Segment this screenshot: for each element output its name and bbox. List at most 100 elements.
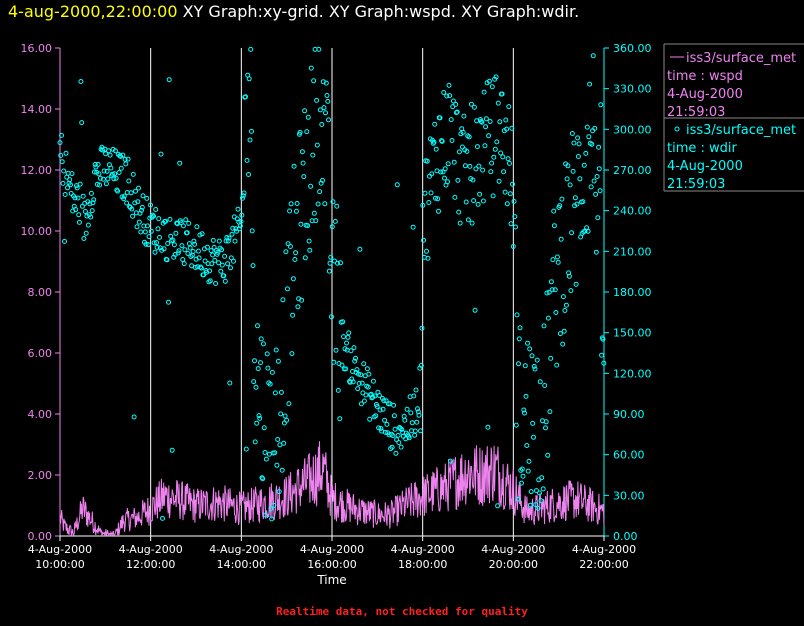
wdir-point	[482, 143, 488, 149]
wdir-point	[305, 114, 311, 120]
wdir-point	[136, 219, 142, 225]
wdir-point	[598, 102, 604, 108]
wdir-point	[289, 351, 295, 357]
wdir-point	[80, 193, 86, 199]
wdir-point	[416, 412, 422, 418]
wdir-point	[59, 159, 65, 165]
wdir-point	[399, 426, 405, 432]
wdir-point	[396, 440, 402, 445]
wdir-point	[332, 218, 338, 224]
wdir-point	[545, 452, 551, 458]
wdir-point	[418, 362, 424, 368]
wdir-point	[216, 238, 222, 244]
wdir-point	[108, 165, 114, 171]
wdir-point	[201, 272, 207, 278]
wdir-point	[272, 450, 278, 456]
wdir-point	[358, 401, 364, 407]
wdir-point	[280, 297, 286, 303]
x-tick-time: 20:00:00	[489, 558, 538, 571]
wdir-point	[463, 199, 469, 205]
wdir-point	[447, 93, 453, 99]
wdir-point	[61, 168, 67, 174]
wdir-point	[553, 310, 559, 315]
wdir-point	[531, 363, 537, 369]
wdir-point	[238, 219, 244, 224]
wdir-point	[92, 161, 98, 167]
wdir-point	[306, 238, 312, 244]
left-tick-label: 10.00	[21, 225, 53, 238]
wdir-point	[592, 125, 598, 131]
wdir-point	[95, 161, 101, 167]
wdir-point	[244, 157, 250, 163]
wdir-point	[456, 149, 462, 155]
wdir-point	[249, 228, 255, 234]
wdir-point	[125, 156, 131, 162]
wdir-point	[426, 200, 432, 205]
wdir-point	[183, 217, 189, 223]
wdir-point	[134, 224, 140, 230]
wdir-point	[57, 140, 63, 146]
wdir-point	[157, 234, 162, 240]
wdir-point	[596, 166, 602, 172]
wdir-point	[161, 246, 167, 252]
quality-note: Realtime data, not checked for quality	[276, 605, 528, 618]
wdir-point	[106, 148, 112, 154]
wdir-point	[301, 174, 307, 180]
wdir-point	[249, 128, 254, 134]
wdir-point	[269, 516, 275, 522]
wdir-point	[60, 180, 66, 186]
wdir-point	[380, 406, 386, 412]
wdir-point	[460, 129, 466, 135]
wdir-point	[432, 121, 438, 127]
wdir-point	[311, 210, 317, 216]
wdir-point	[138, 229, 144, 235]
wdir-point	[213, 281, 219, 286]
wdir-point	[300, 160, 306, 166]
wdir-point	[585, 228, 591, 234]
wdir-point	[144, 195, 150, 201]
wdir-point	[576, 141, 582, 147]
wdir-point	[378, 425, 384, 431]
wdir-point	[174, 220, 180, 226]
wdir-point	[263, 456, 269, 462]
wdir-point	[560, 341, 566, 347]
wdir-point	[516, 361, 521, 367]
wdir-point	[429, 171, 435, 177]
wdir-point	[175, 250, 181, 256]
wdir-point	[335, 260, 340, 266]
axes-layer: 0.00 2.00 4.00 6.00 8.00 10.00 12.00 14.00 16.00…	[21, 42, 652, 587]
wdir-point	[477, 191, 483, 197]
wdir-point	[284, 286, 290, 292]
wdir-point	[250, 263, 256, 269]
wdir-point	[444, 93, 450, 99]
wdir-point	[117, 153, 123, 159]
right-tick-label: 330.00	[613, 83, 652, 96]
wdir-point	[76, 212, 82, 218]
wdir-point	[546, 289, 552, 295]
wdir-point	[256, 413, 262, 419]
wdir-point	[124, 200, 130, 206]
wdir-point	[315, 201, 321, 207]
wdir-point	[504, 201, 510, 207]
wdir-point	[376, 393, 382, 398]
wdir-point	[531, 434, 536, 440]
wdir-point	[391, 413, 397, 419]
wdir-point	[595, 215, 601, 221]
wdir-point	[310, 152, 316, 158]
wdir-point	[419, 325, 425, 331]
wdir-point	[226, 235, 232, 241]
header-bar: 4-aug-2000,22:00:00 XY Graph:xy-grid. XY…	[8, 2, 579, 21]
wdir-point	[534, 488, 539, 494]
wdir-point	[394, 182, 400, 188]
wdir-point	[525, 468, 531, 474]
wdir-point	[62, 238, 67, 244]
wdir-point	[517, 325, 523, 331]
wdir-point	[559, 196, 565, 202]
wdir-point	[248, 46, 254, 52]
wdir-point	[510, 181, 515, 187]
wdir-point	[446, 82, 452, 88]
wdir-point	[513, 224, 518, 230]
wdir-point	[523, 393, 529, 399]
wdir-point	[361, 398, 367, 404]
wdir-point	[600, 336, 606, 342]
